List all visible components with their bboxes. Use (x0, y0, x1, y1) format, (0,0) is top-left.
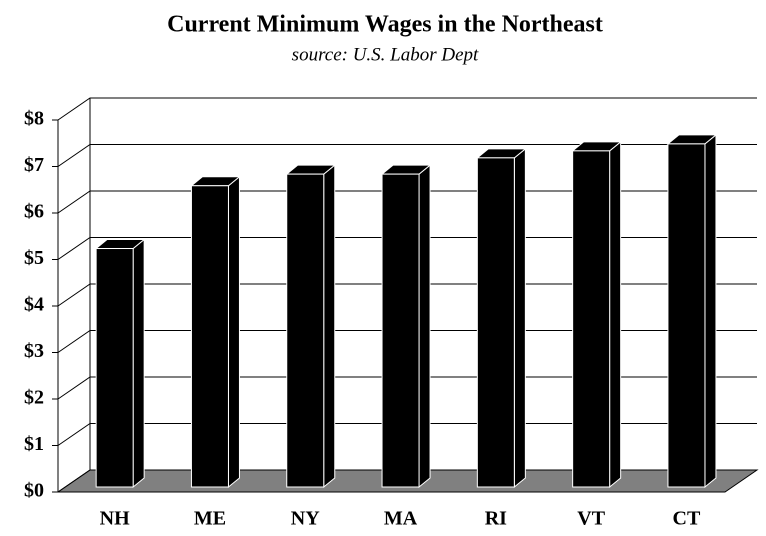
y-tick-label: $8 (24, 108, 44, 130)
bar (667, 143, 706, 488)
x-tick-label: NY (291, 508, 320, 530)
y-tick-label: $6 (24, 201, 44, 223)
bar-side (418, 164, 431, 489)
bar (572, 150, 611, 488)
x-tick-label: NH (100, 508, 130, 530)
bar-side (513, 147, 526, 489)
y-tick-label: $1 (24, 433, 44, 455)
grid-line (57, 330, 757, 353)
grid-line (57, 237, 757, 260)
bar-side (227, 175, 240, 489)
y-tick-label: $4 (24, 294, 44, 316)
bar (286, 173, 325, 488)
x-tick-label: CT (673, 508, 701, 530)
y-tick-label: $5 (24, 247, 44, 269)
bar-side (704, 133, 717, 489)
bar (476, 157, 515, 488)
grid-line (57, 283, 757, 307)
bar-side (323, 164, 336, 489)
grid-line (57, 469, 757, 493)
bar-side (132, 238, 145, 489)
bar (95, 248, 134, 488)
x-tick-label: VT (577, 508, 605, 530)
x-tick-label: RI (485, 508, 507, 530)
bar (190, 185, 229, 488)
chart-title: Current Minimum Wages in the Northeast (167, 12, 603, 38)
y-tick-label: $2 (24, 387, 44, 409)
grid-line (57, 144, 757, 167)
grid-line (57, 190, 757, 214)
chart-subtitle: source: U.S. Labor Dept (292, 44, 479, 65)
x-tick-label: ME (194, 508, 226, 530)
y-tick-label: $3 (24, 340, 44, 362)
y-tick-label: $0 (24, 480, 44, 502)
grid-line (57, 97, 757, 121)
bar (381, 173, 420, 488)
bar-side (609, 140, 622, 489)
x-tick-label: MA (384, 508, 418, 530)
y-tick-label: $7 (24, 154, 44, 176)
grid-line (57, 423, 757, 446)
grid-line (57, 376, 757, 400)
